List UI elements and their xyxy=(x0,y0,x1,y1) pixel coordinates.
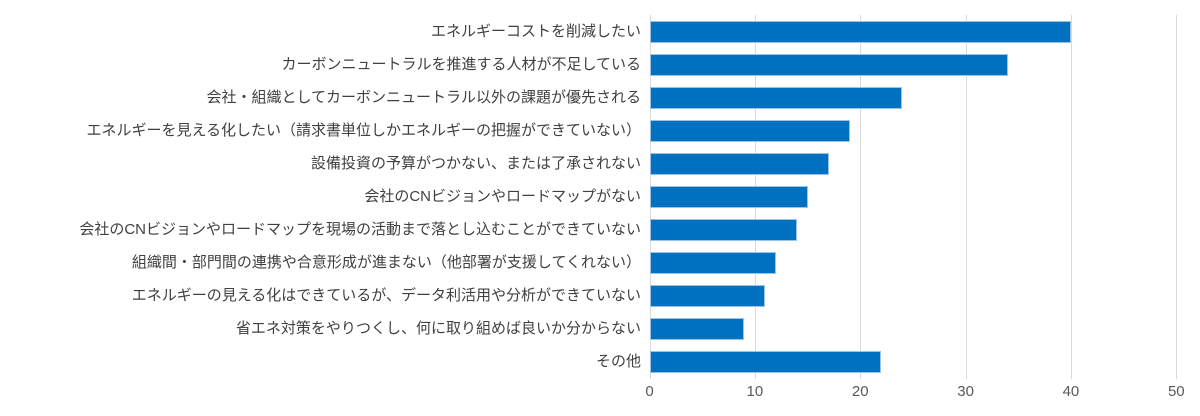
category-label: 組織間・部門間の連携や合意形成が進まない（他部署が支援してくれない） xyxy=(131,254,641,271)
bar xyxy=(649,251,776,274)
bar xyxy=(649,218,797,241)
bar xyxy=(649,20,1071,43)
category-label: 省エネ対策をやりつくし、何に取り組めば良いか分からない xyxy=(235,320,641,337)
category-label: 会社・組織としてカーボンニュートラル以外の課題が優先される xyxy=(206,89,641,106)
x-tick-label: 20 xyxy=(851,383,869,400)
x-tick-label: 50 xyxy=(1167,383,1185,400)
bar xyxy=(649,152,829,175)
gridline xyxy=(1176,15,1178,379)
x-tick-label: 10 xyxy=(746,383,764,400)
bar xyxy=(649,284,766,307)
gridline xyxy=(860,15,862,379)
gridline xyxy=(965,15,967,379)
category-label: エネルギーコストを削減したい xyxy=(430,23,641,40)
bar xyxy=(649,317,745,340)
category-label: カーボンニュートラルを推進する人材が不足している xyxy=(281,56,641,73)
category-label: 会社のCNビジョンやロードマップがない xyxy=(364,188,641,205)
category-label: エネルギーを見える化したい（請求書単位しかエネルギーの把握ができていない） xyxy=(86,122,641,139)
bar xyxy=(649,350,882,373)
gridline xyxy=(1070,15,1072,379)
bar xyxy=(649,86,903,109)
x-tick-label: 30 xyxy=(957,383,974,400)
category-label: 会社のCNビジョンやロードマップを現場の活動まで落とし込むことができていない xyxy=(79,221,641,238)
category-label: エネルギーの見える化はできているが、データ利活用や分析ができていない xyxy=(131,287,641,304)
category-label: 設備投資の予算がつかない、または了承されない xyxy=(310,155,641,172)
category-label: その他 xyxy=(595,353,641,370)
bar xyxy=(649,185,808,208)
x-tick-label: 0 xyxy=(645,383,654,400)
x-tick-label: 40 xyxy=(1062,383,1080,400)
bar xyxy=(649,119,850,142)
bar xyxy=(649,53,1008,76)
